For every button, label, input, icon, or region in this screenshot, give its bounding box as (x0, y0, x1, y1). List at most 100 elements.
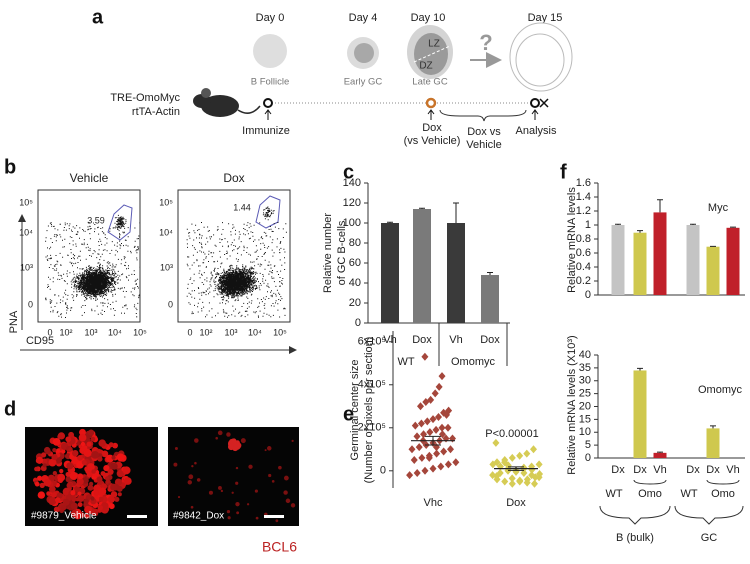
cell (191, 465, 194, 468)
error-bar (690, 223, 696, 225)
cell (173, 462, 178, 467)
data-point (447, 445, 454, 454)
flow-x-tick: 10⁴ (108, 327, 122, 337)
cell (76, 478, 84, 486)
plot-title: Dox (223, 171, 244, 185)
error-bar (730, 226, 736, 228)
cell (77, 473, 84, 480)
data-point (431, 389, 439, 398)
flow-panel: Vehicle Dox 3.59 1.44 PNA CD95 10⁵ 10⁴ 10³… (8, 171, 297, 354)
x-tick-label: Dox (506, 497, 526, 509)
cell (57, 434, 62, 440)
y-tick-label: 140 (343, 177, 361, 189)
y-tick-label: 100 (343, 217, 361, 229)
data-point (449, 434, 456, 443)
cell (34, 466, 39, 472)
bar (381, 223, 399, 323)
cell (187, 480, 193, 485)
data-point (413, 432, 421, 441)
cell (194, 461, 197, 465)
cell (111, 455, 116, 460)
data-point (406, 471, 414, 480)
flow-y-tick: 10⁵ (159, 197, 173, 207)
cell (96, 476, 103, 483)
mouse (193, 88, 261, 117)
gate-value: 1.44 (233, 202, 251, 212)
flow-y-tick: 10³ (160, 262, 173, 272)
data-point (422, 397, 430, 406)
cell (69, 471, 78, 480)
day15-gc (509, 22, 573, 92)
sublabel: Omo (711, 488, 735, 500)
cell (70, 490, 76, 496)
y-tick-label: 1 (585, 219, 591, 231)
bracket (706, 479, 740, 485)
images-panel (25, 427, 299, 526)
x-tick-label: Dx (686, 464, 700, 476)
cell (226, 509, 231, 514)
cell (218, 486, 222, 490)
cell (90, 436, 96, 442)
cell (103, 465, 110, 472)
event-label: Vehicle (466, 139, 501, 151)
image-labels: #9879_Vehicle #9842_Dox BCL6 (31, 511, 297, 555)
error-bar (615, 223, 621, 225)
cell (77, 495, 85, 503)
sem-bar (425, 435, 441, 446)
cell (83, 498, 89, 505)
gate (107, 204, 133, 241)
cell (231, 438, 237, 444)
event-marker (263, 98, 273, 108)
group-label: Omomyc (451, 356, 496, 368)
cell (86, 471, 93, 478)
data-point (516, 451, 524, 460)
event-marker (530, 98, 540, 108)
cell (35, 458, 41, 464)
cell (77, 491, 82, 496)
data-point (421, 352, 429, 361)
stage-label: Early GC (344, 77, 383, 88)
cell (174, 447, 178, 451)
plot-frame (37, 189, 141, 323)
late-gc-core (414, 33, 448, 75)
data-point (426, 428, 434, 437)
cell (235, 466, 239, 470)
data-point (520, 463, 528, 472)
flow-x-tick: 10⁵ (133, 327, 147, 337)
cell (74, 512, 82, 520)
cell (285, 498, 291, 504)
data-point (429, 464, 437, 473)
y-axis-title: Relative mRNA levels (X10³) (566, 335, 578, 474)
cell (220, 489, 224, 493)
bar (706, 428, 720, 458)
panel-label: c (343, 161, 354, 183)
data-point (501, 477, 509, 486)
day-label: Day 15 (528, 12, 563, 24)
cell (112, 442, 118, 449)
cell (194, 438, 199, 443)
cell (52, 447, 57, 453)
zone-label: DZ (419, 61, 432, 72)
cell (226, 432, 231, 437)
error-bar (710, 425, 716, 429)
cell (65, 436, 72, 443)
day15-gc-inner (515, 33, 565, 87)
cell (90, 508, 99, 516)
bar (633, 232, 647, 295)
up-arrow (531, 109, 539, 120)
y-tick-label: 1.6 (576, 177, 591, 189)
cell (100, 471, 106, 477)
cell (91, 469, 96, 474)
cell (59, 468, 64, 474)
data-point (438, 372, 446, 381)
data-point (489, 460, 497, 469)
cell (107, 468, 114, 475)
y-tick-label: 6x10⁵ (358, 336, 386, 348)
cell (86, 441, 92, 447)
cell (48, 497, 57, 506)
data-point (536, 470, 544, 479)
panel-label: e (343, 403, 354, 425)
error-bar (419, 207, 425, 209)
stain-label: BCL6 (262, 539, 297, 555)
data-point (415, 443, 423, 452)
